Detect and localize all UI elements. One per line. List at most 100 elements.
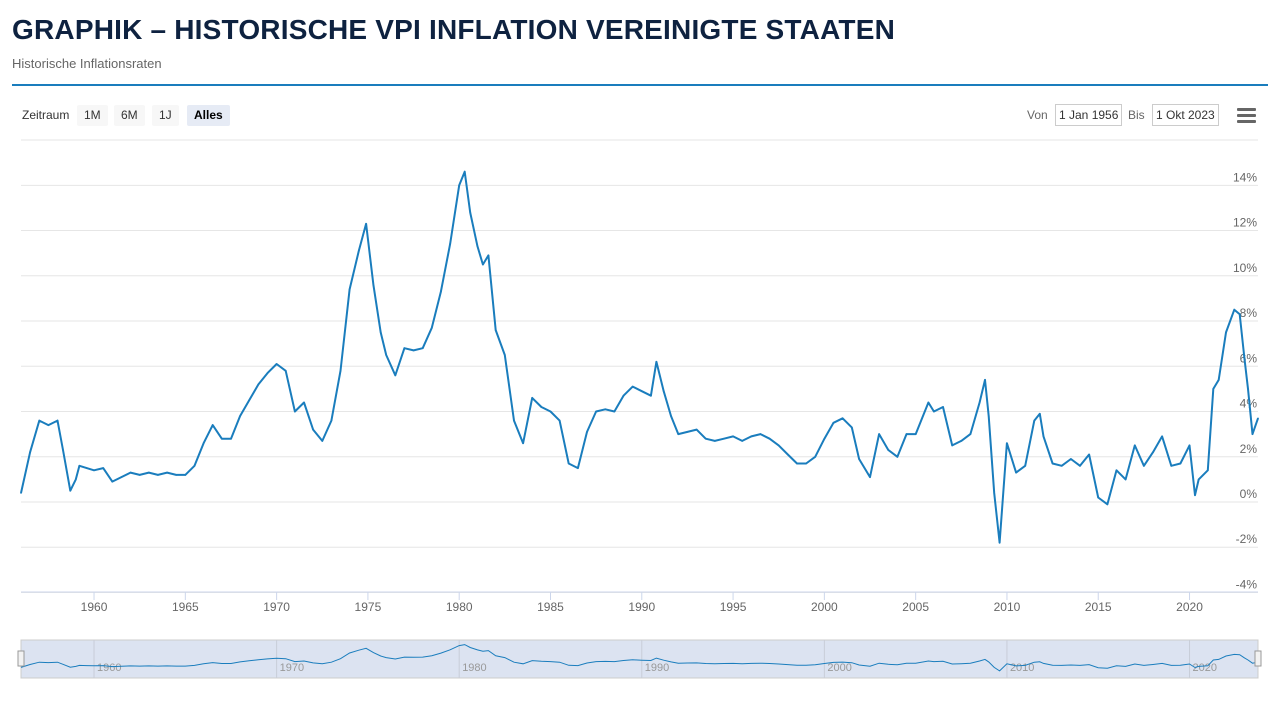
data-point — [1115, 469, 1118, 472]
data-point — [1042, 435, 1045, 438]
data-point — [321, 440, 324, 442]
data-point — [655, 361, 658, 363]
navigator-tick-label: 1990 — [645, 662, 669, 674]
navigator-handle-right[interactable] — [1254, 650, 1262, 667]
data-point — [1257, 417, 1259, 420]
data-point — [403, 347, 406, 350]
menu-bar-3 — [1237, 120, 1256, 123]
range-selector-label: Zeitraum — [22, 108, 70, 122]
data-point — [458, 184, 461, 187]
date-to-input[interactable]: 1 Okt 2023 — [1152, 104, 1219, 126]
x-tick-label: 2010 — [994, 600, 1021, 614]
x-tick-label: 1995 — [720, 600, 747, 614]
series-points — [20, 170, 1259, 544]
range-button-1j[interactable]: 1J — [152, 105, 179, 126]
data-point — [522, 442, 524, 445]
data-point — [184, 474, 187, 476]
data-point — [1097, 496, 1099, 499]
data-point — [129, 471, 132, 474]
data-point — [841, 417, 844, 420]
data-point — [221, 437, 223, 440]
data-point — [1194, 494, 1196, 497]
data-point — [558, 419, 561, 422]
data-point — [1247, 388, 1249, 390]
data-point — [75, 478, 77, 481]
y-tick-label: 2% — [1240, 442, 1258, 456]
data-point — [1106, 503, 1109, 506]
data-point — [750, 435, 753, 438]
data-point — [494, 329, 497, 331]
data-point — [1217, 379, 1220, 381]
data-point — [78, 465, 81, 467]
data-point — [469, 211, 472, 214]
data-point — [641, 390, 643, 393]
range-button-1m[interactable]: 1M — [77, 105, 108, 126]
data-point — [56, 419, 59, 422]
x-tick-label: 2000 — [811, 600, 838, 614]
data-point — [1251, 433, 1254, 435]
data-point — [905, 433, 908, 435]
data-point — [969, 433, 972, 435]
data-point — [1079, 465, 1081, 467]
data-point — [942, 406, 944, 408]
data-point — [1051, 462, 1054, 465]
data-point — [540, 406, 543, 408]
data-point — [714, 440, 716, 442]
data-point — [787, 453, 789, 456]
data-point — [339, 370, 342, 372]
page-title: GRAPHIK – HISTORISCHE VPI INFLATION VERE… — [12, 14, 896, 45]
navigator-selection[interactable] — [20, 639, 1259, 679]
data-point — [482, 263, 484, 266]
y-axis-labels: -4%-2%0%2%4%6%8%10%12%14% — [1233, 170, 1257, 591]
data-point — [394, 374, 397, 377]
hamburger-menu-icon[interactable] — [1237, 108, 1256, 124]
data-point — [823, 437, 826, 440]
range-button-6m[interactable]: 6M — [114, 105, 145, 126]
data-point — [998, 541, 1001, 544]
data-point — [230, 437, 232, 440]
x-axis-labels: 1960 1965 1970 1975 1980 1985 1990 1995 2000 2005… — [81, 600, 1204, 614]
data-point — [1233, 308, 1236, 311]
x-tick-label: 1985 — [537, 600, 564, 614]
x-tick-label: 1990 — [628, 600, 655, 614]
navigator-ticks: 1960 1970 1980 1990 2000 2010 2020 — [93, 640, 1217, 678]
data-point — [385, 354, 388, 356]
data-point — [1170, 465, 1173, 467]
data-point — [1188, 444, 1191, 447]
navigator-tick-label: 1980 — [462, 662, 486, 674]
data-point — [1243, 356, 1246, 359]
data-point — [330, 419, 333, 422]
data-point — [927, 401, 930, 404]
data-point — [421, 347, 424, 350]
x-tick-label: 2015 — [1085, 600, 1112, 614]
date-from-input[interactable]: 1 Jan 1956 — [1055, 104, 1123, 126]
navigator-handle-left[interactable] — [17, 650, 25, 667]
data-point — [294, 410, 296, 413]
data-point — [476, 245, 479, 248]
data-point — [814, 456, 816, 458]
data-point — [202, 442, 205, 445]
page-subtitle: Historische Inflationsraten — [12, 56, 162, 71]
x-axis-ticks — [93, 592, 1191, 600]
data-point — [984, 379, 986, 381]
data-point — [379, 331, 382, 334]
data-point — [531, 397, 533, 399]
data-point — [732, 435, 734, 438]
data-point — [723, 437, 725, 440]
data-point — [1039, 413, 1041, 415]
data-point — [412, 349, 415, 352]
x-tick-label: 1970 — [263, 600, 290, 614]
data-point — [896, 456, 899, 458]
data-point — [193, 465, 196, 467]
data-point — [567, 462, 570, 465]
y-tick-label: 0% — [1240, 487, 1258, 501]
data-point — [348, 288, 351, 291]
range-button-alles[interactable]: Alles — [187, 105, 230, 126]
date-from-label: Von — [1027, 108, 1048, 122]
y-tick-label: 14% — [1233, 170, 1257, 184]
data-point — [85, 467, 88, 469]
data-point — [978, 401, 981, 404]
x-tick-label: 1960 — [81, 600, 108, 614]
data-point — [93, 469, 95, 472]
data-point — [1070, 458, 1072, 460]
